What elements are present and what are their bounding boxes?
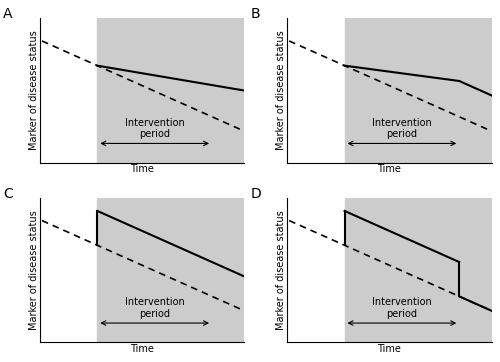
X-axis label: Time: Time [130,344,154,354]
Text: Intervention
period: Intervention period [372,118,432,139]
Y-axis label: Marker of disease status: Marker of disease status [276,210,286,330]
Y-axis label: Marker of disease status: Marker of disease status [28,31,38,151]
Y-axis label: Marker of disease status: Marker of disease status [28,210,38,330]
Bar [344,18,500,163]
Text: D: D [250,186,261,201]
Text: A: A [3,7,13,21]
Text: B: B [250,7,260,21]
Bar [98,198,264,342]
X-axis label: Time: Time [130,164,154,174]
X-axis label: Time: Time [378,164,402,174]
Text: Intervention
period: Intervention period [125,297,184,319]
X-axis label: Time: Time [378,344,402,354]
Text: Intervention
period: Intervention period [125,118,184,139]
Bar [98,18,264,163]
Y-axis label: Marker of disease status: Marker of disease status [276,31,286,151]
Text: Intervention
period: Intervention period [372,297,432,319]
Text: C: C [3,186,13,201]
Bar [344,198,500,342]
